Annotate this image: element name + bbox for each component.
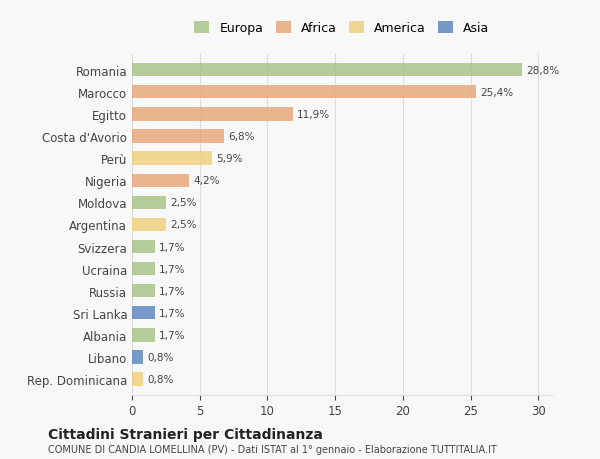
Text: 1,7%: 1,7% xyxy=(159,242,185,252)
Bar xyxy=(132,329,155,342)
Bar xyxy=(132,307,155,320)
Text: 25,4%: 25,4% xyxy=(480,88,514,98)
Text: COMUNE DI CANDIA LOMELLINA (PV) - Dati ISTAT al 1° gennaio - Elaborazione TUTTIT: COMUNE DI CANDIA LOMELLINA (PV) - Dati I… xyxy=(48,444,497,454)
Bar xyxy=(132,285,155,298)
Text: Cittadini Stranieri per Cittadinanza: Cittadini Stranieri per Cittadinanza xyxy=(48,427,323,441)
Text: 1,7%: 1,7% xyxy=(159,264,185,274)
Text: 11,9%: 11,9% xyxy=(297,110,331,120)
Bar xyxy=(132,196,166,209)
Bar xyxy=(132,241,155,253)
Text: 28,8%: 28,8% xyxy=(526,66,559,76)
Text: 1,7%: 1,7% xyxy=(159,286,185,296)
Bar xyxy=(132,373,143,386)
Bar xyxy=(132,86,476,99)
Text: 0,8%: 0,8% xyxy=(147,352,173,362)
Text: 2,5%: 2,5% xyxy=(170,198,196,208)
Legend: Europa, Africa, America, Asia: Europa, Africa, America, Asia xyxy=(190,17,494,40)
Bar xyxy=(132,64,522,77)
Bar xyxy=(132,174,189,187)
Bar xyxy=(132,130,224,143)
Bar xyxy=(132,218,166,231)
Text: 1,7%: 1,7% xyxy=(159,308,185,318)
Text: 1,7%: 1,7% xyxy=(159,330,185,340)
Text: 0,8%: 0,8% xyxy=(147,374,173,384)
Text: 5,9%: 5,9% xyxy=(216,154,242,164)
Bar xyxy=(132,152,212,165)
Text: 6,8%: 6,8% xyxy=(228,132,254,142)
Text: 4,2%: 4,2% xyxy=(193,176,220,186)
Text: 2,5%: 2,5% xyxy=(170,220,196,230)
Bar xyxy=(132,108,293,121)
Bar xyxy=(132,351,143,364)
Bar xyxy=(132,263,155,276)
